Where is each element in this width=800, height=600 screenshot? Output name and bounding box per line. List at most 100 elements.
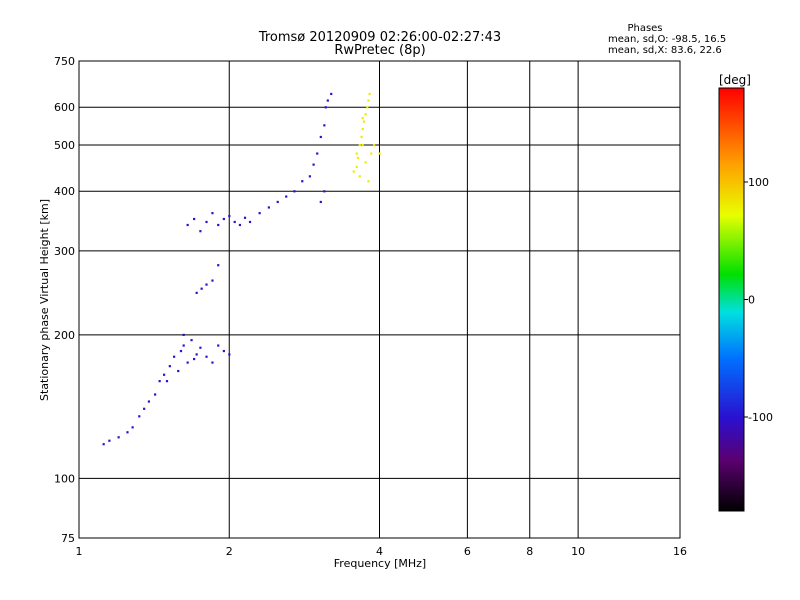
data-point xyxy=(117,436,120,439)
data-point xyxy=(162,373,166,376)
data-point xyxy=(172,355,176,358)
data-point xyxy=(248,220,252,224)
data-point xyxy=(154,393,157,396)
y-tick-label: 600 xyxy=(54,101,75,114)
data-point xyxy=(356,156,360,160)
data-point xyxy=(293,190,296,193)
y-axis: 75 100 200 300 400 500 600 750 xyxy=(54,55,75,545)
data-point xyxy=(323,124,326,127)
y-tick-label: 750 xyxy=(54,55,75,68)
data-point xyxy=(222,217,225,221)
chart-subtitle: RwPretec (8p) xyxy=(334,43,425,58)
y-tick-label: 100 xyxy=(54,472,75,485)
data-point xyxy=(326,99,329,102)
data-point xyxy=(238,223,242,227)
data-point xyxy=(186,361,189,364)
data-point xyxy=(147,400,151,403)
x-tick-label: 2 xyxy=(226,545,233,558)
data-point xyxy=(205,283,208,286)
data-point xyxy=(285,195,288,198)
data-point xyxy=(177,369,180,373)
x-tick-label: 1 xyxy=(76,545,83,558)
data-point xyxy=(205,220,208,224)
phase-box-o-line: mean, sd,O: -98.5, 16.5 xyxy=(608,34,726,45)
data-point xyxy=(205,355,208,358)
colorbar-ticks: 100 0 -100 xyxy=(744,176,773,424)
data-point xyxy=(228,353,231,356)
data-points xyxy=(102,92,381,446)
data-point xyxy=(108,439,111,442)
data-point xyxy=(168,365,171,368)
x-tick-label: 4 xyxy=(376,545,383,558)
data-point xyxy=(367,180,370,183)
data-point xyxy=(323,190,326,193)
data-point xyxy=(301,180,304,183)
data-point xyxy=(361,143,364,147)
data-point xyxy=(267,206,270,209)
data-point xyxy=(182,344,185,347)
data-point xyxy=(358,175,361,178)
data-point xyxy=(102,443,105,446)
data-point xyxy=(361,116,364,120)
y-axis-label: Stationary phase Virtual Height [km] xyxy=(38,199,51,401)
colorbar-label: [deg] xyxy=(719,73,751,87)
colorbar-tick-label: 0 xyxy=(748,294,755,307)
data-point xyxy=(211,212,214,215)
data-point xyxy=(361,128,364,131)
y-tick-label: 400 xyxy=(54,185,75,198)
y-tick-label: 500 xyxy=(54,139,75,152)
data-point xyxy=(355,152,358,155)
data-point xyxy=(193,217,196,221)
data-point xyxy=(378,152,381,155)
data-point xyxy=(352,170,355,173)
x-axis: 1 2 4 6 8 10 16 xyxy=(76,545,688,558)
y-tick-label: 200 xyxy=(54,329,75,342)
data-point xyxy=(179,349,183,353)
x-tick-label: 16 xyxy=(673,545,687,558)
chart-title: Tromsø 20120909 02:26:00-02:27:43 xyxy=(258,30,501,45)
data-point xyxy=(200,287,203,290)
data-point xyxy=(319,135,322,139)
x-tick-label: 10 xyxy=(571,545,585,558)
data-point xyxy=(193,357,196,361)
data-point xyxy=(355,165,358,169)
data-point xyxy=(222,349,225,353)
data-point xyxy=(195,291,198,294)
data-point xyxy=(195,353,198,356)
data-point xyxy=(131,426,134,429)
data-point xyxy=(158,380,161,383)
data-point xyxy=(182,333,185,337)
data-point xyxy=(217,344,220,347)
data-point xyxy=(138,415,141,418)
colorbar-tick-label: -100 xyxy=(748,411,773,424)
data-point xyxy=(211,279,214,282)
y-tick-label: 75 xyxy=(61,532,75,545)
data-point xyxy=(165,380,169,383)
data-point xyxy=(316,152,319,155)
data-point xyxy=(358,143,361,147)
data-point xyxy=(312,163,315,166)
colorbar-tick-label: 100 xyxy=(748,176,769,189)
data-point xyxy=(276,200,279,204)
data-point xyxy=(126,431,129,434)
x-tick-label: 8 xyxy=(526,545,533,558)
data-point xyxy=(368,92,371,96)
data-point xyxy=(319,200,322,204)
data-point xyxy=(308,175,311,178)
data-point xyxy=(364,113,367,116)
data-point xyxy=(233,220,236,224)
x-tick-label: 6 xyxy=(464,545,471,558)
data-point xyxy=(243,216,247,219)
data-point xyxy=(366,106,369,109)
data-point xyxy=(364,161,367,164)
data-point xyxy=(143,407,146,410)
data-point xyxy=(258,212,261,215)
data-point xyxy=(370,152,373,155)
phase-box-x-line: mean, sd,X: 83.6, 22.6 xyxy=(608,45,722,56)
data-point xyxy=(190,339,193,342)
phase-box-title: Phases xyxy=(627,23,662,34)
data-point xyxy=(330,92,333,96)
data-point xyxy=(324,106,327,109)
data-point xyxy=(199,230,202,233)
